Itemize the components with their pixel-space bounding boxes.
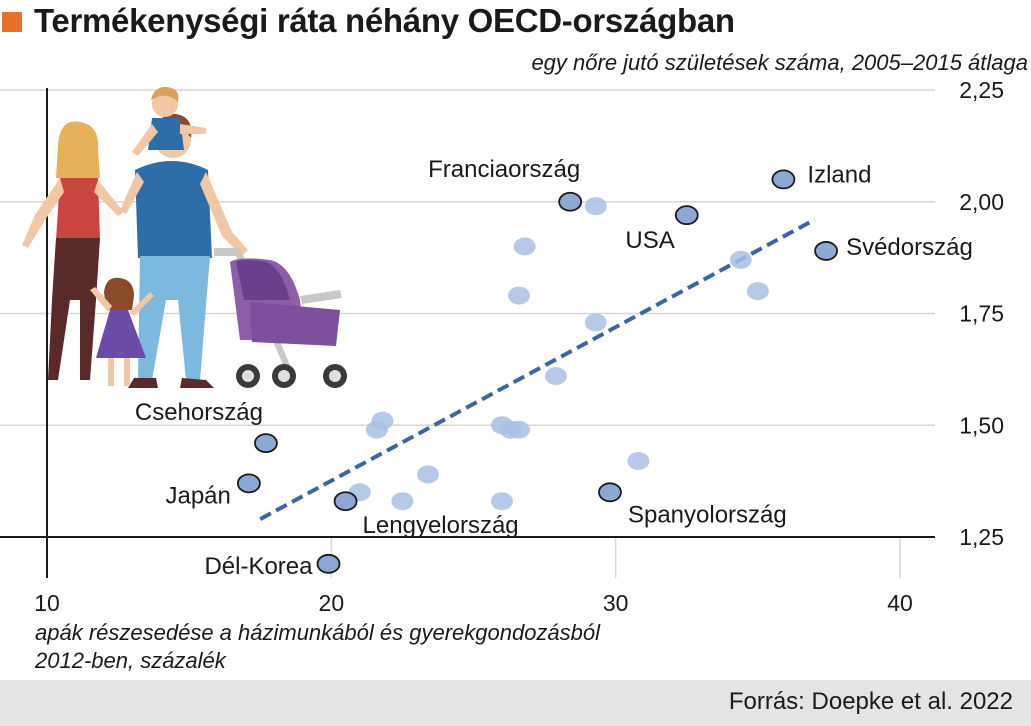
highlighted-data-point [333, 491, 358, 512]
family-with-stroller-icon [22, 86, 347, 388]
highlighted-data-point [316, 553, 341, 574]
point-label: Dél-Korea [204, 553, 313, 580]
data-point [417, 465, 440, 484]
x-axis-label-line-1: apák részesedése a házimunkából és gyere… [35, 620, 601, 645]
highlighted-data-point [254, 433, 278, 454]
point-label: Csehország [135, 399, 263, 426]
trend-line-segment [259, 217, 816, 521]
highlighted-data-point [674, 205, 699, 226]
highlighted-data-point [236, 473, 261, 494]
source-footer: Forrás: Doepke et al. 2022 [0, 680, 1031, 726]
point-label: Franciaország [428, 156, 580, 183]
highlighted-data-point [771, 169, 796, 190]
x-tick-label: 20 [319, 590, 345, 616]
data-point [584, 197, 607, 216]
data-point [544, 367, 567, 386]
highlighted-data-point [598, 482, 622, 503]
data-point [490, 492, 513, 511]
data-point [627, 452, 650, 471]
highlighted-data-point [558, 191, 583, 212]
data-point [507, 420, 530, 439]
data-point [507, 286, 530, 305]
point-label: USA [625, 227, 674, 254]
y-tick-label: 1,25 [959, 524, 1004, 550]
x-axis-label-line-2: 2012-ben, százalék [34, 648, 227, 673]
highlighted-data-point [814, 241, 838, 261]
point-label: Japán [165, 482, 230, 509]
data-point [584, 313, 607, 332]
chart-title-bar: Termékenységi ráta néhány OECD-országban [0, 0, 1031, 44]
trend-line [259, 217, 816, 521]
y-tick-label: 2,25 [959, 77, 1004, 103]
point-label: Lengyelország [363, 512, 519, 539]
point-label: Svédország [846, 234, 973, 261]
data-point [729, 250, 752, 269]
y-axis-label: egy nőre jutó születések száma, 2005–201… [531, 50, 1028, 75]
data-point [513, 237, 536, 256]
x-tick-label: 40 [887, 590, 913, 616]
x-tick-label: 10 [34, 590, 60, 616]
scatter-chart: 1,25 1,50 1,75 2,00 2,25 10 20 30 40 [0, 50, 1028, 673]
y-tick-label: 1,50 [959, 412, 1004, 438]
data-point [391, 492, 414, 511]
data-points [236, 169, 838, 574]
data-point [746, 282, 769, 301]
source-note: Forrás: Doepke et al. 2022 [728, 688, 1013, 715]
point-label: Izland [807, 161, 871, 188]
axes: 1,25 1,50 1,75 2,00 2,25 10 20 30 40 [0, 77, 1004, 616]
chart-title: Termékenységi ráta néhány OECD-országban [34, 2, 735, 39]
x-tick-label: 30 [603, 590, 629, 616]
data-point [365, 420, 388, 439]
point-labels: Izland Franciaország USA Svédország Csehorsz… [135, 156, 973, 580]
y-tick-label: 1,75 [959, 301, 1004, 327]
y-tick-label: 2,00 [959, 189, 1004, 215]
point-label: Spanyolország [628, 501, 787, 528]
accent-square-icon [2, 12, 22, 32]
